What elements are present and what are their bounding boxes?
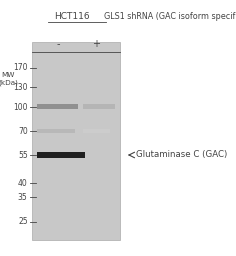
Text: 70: 70 [18,126,28,135]
Text: 100: 100 [13,102,28,112]
Text: -: - [56,39,60,49]
Text: GLS1 shRNA (GAC isoform specific): GLS1 shRNA (GAC isoform specific) [104,12,236,21]
Text: Glutaminase C (GAC): Glutaminase C (GAC) [136,151,227,159]
Text: HCT116: HCT116 [54,12,90,21]
Text: 25: 25 [18,218,28,227]
Text: 170: 170 [13,63,28,72]
Bar [83,129,110,133]
Bar [37,129,75,133]
Text: 55: 55 [18,151,28,159]
Text: +: + [92,39,100,49]
Bar [32,42,120,240]
Text: MW
(kDa): MW (kDa) [0,72,18,86]
Text: 35: 35 [18,193,28,201]
Text: 130: 130 [13,82,28,91]
Bar [37,104,78,109]
Bar [37,152,85,158]
Bar [83,104,115,109]
Text: 40: 40 [18,178,28,187]
